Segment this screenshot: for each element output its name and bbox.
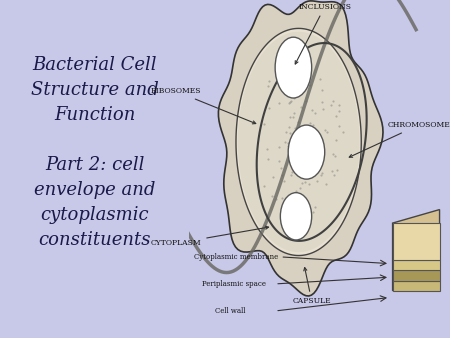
Ellipse shape [275, 37, 312, 98]
Text: CYTOPLASM: CYTOPLASM [151, 226, 269, 247]
Bar [392, 270, 440, 281]
Text: Bacterial Cell
Structure and
Function

Part 2: cell
envelope and
cytoplasmic
con: Bacterial Cell Structure and Function Pa… [31, 55, 158, 249]
Polygon shape [392, 210, 440, 291]
Bar [392, 281, 440, 291]
Text: Cytoplasmic membrane: Cytoplasmic membrane [194, 253, 279, 261]
Polygon shape [238, 32, 360, 252]
Text: INCLUSIONS: INCLUSIONS [295, 3, 351, 64]
Bar [392, 223, 440, 260]
Text: CAPSULE: CAPSULE [292, 268, 331, 305]
Ellipse shape [280, 193, 312, 240]
Text: Cell wall: Cell wall [215, 307, 246, 315]
Text: RIBOSOMES: RIBOSOMES [151, 87, 256, 124]
Ellipse shape [288, 125, 325, 179]
Polygon shape [218, 1, 383, 296]
Text: CHROMOSOME: CHROMOSOME [349, 121, 450, 157]
Bar [392, 260, 440, 270]
Text: Periplasmic space: Periplasmic space [202, 280, 266, 288]
Polygon shape [236, 28, 361, 256]
